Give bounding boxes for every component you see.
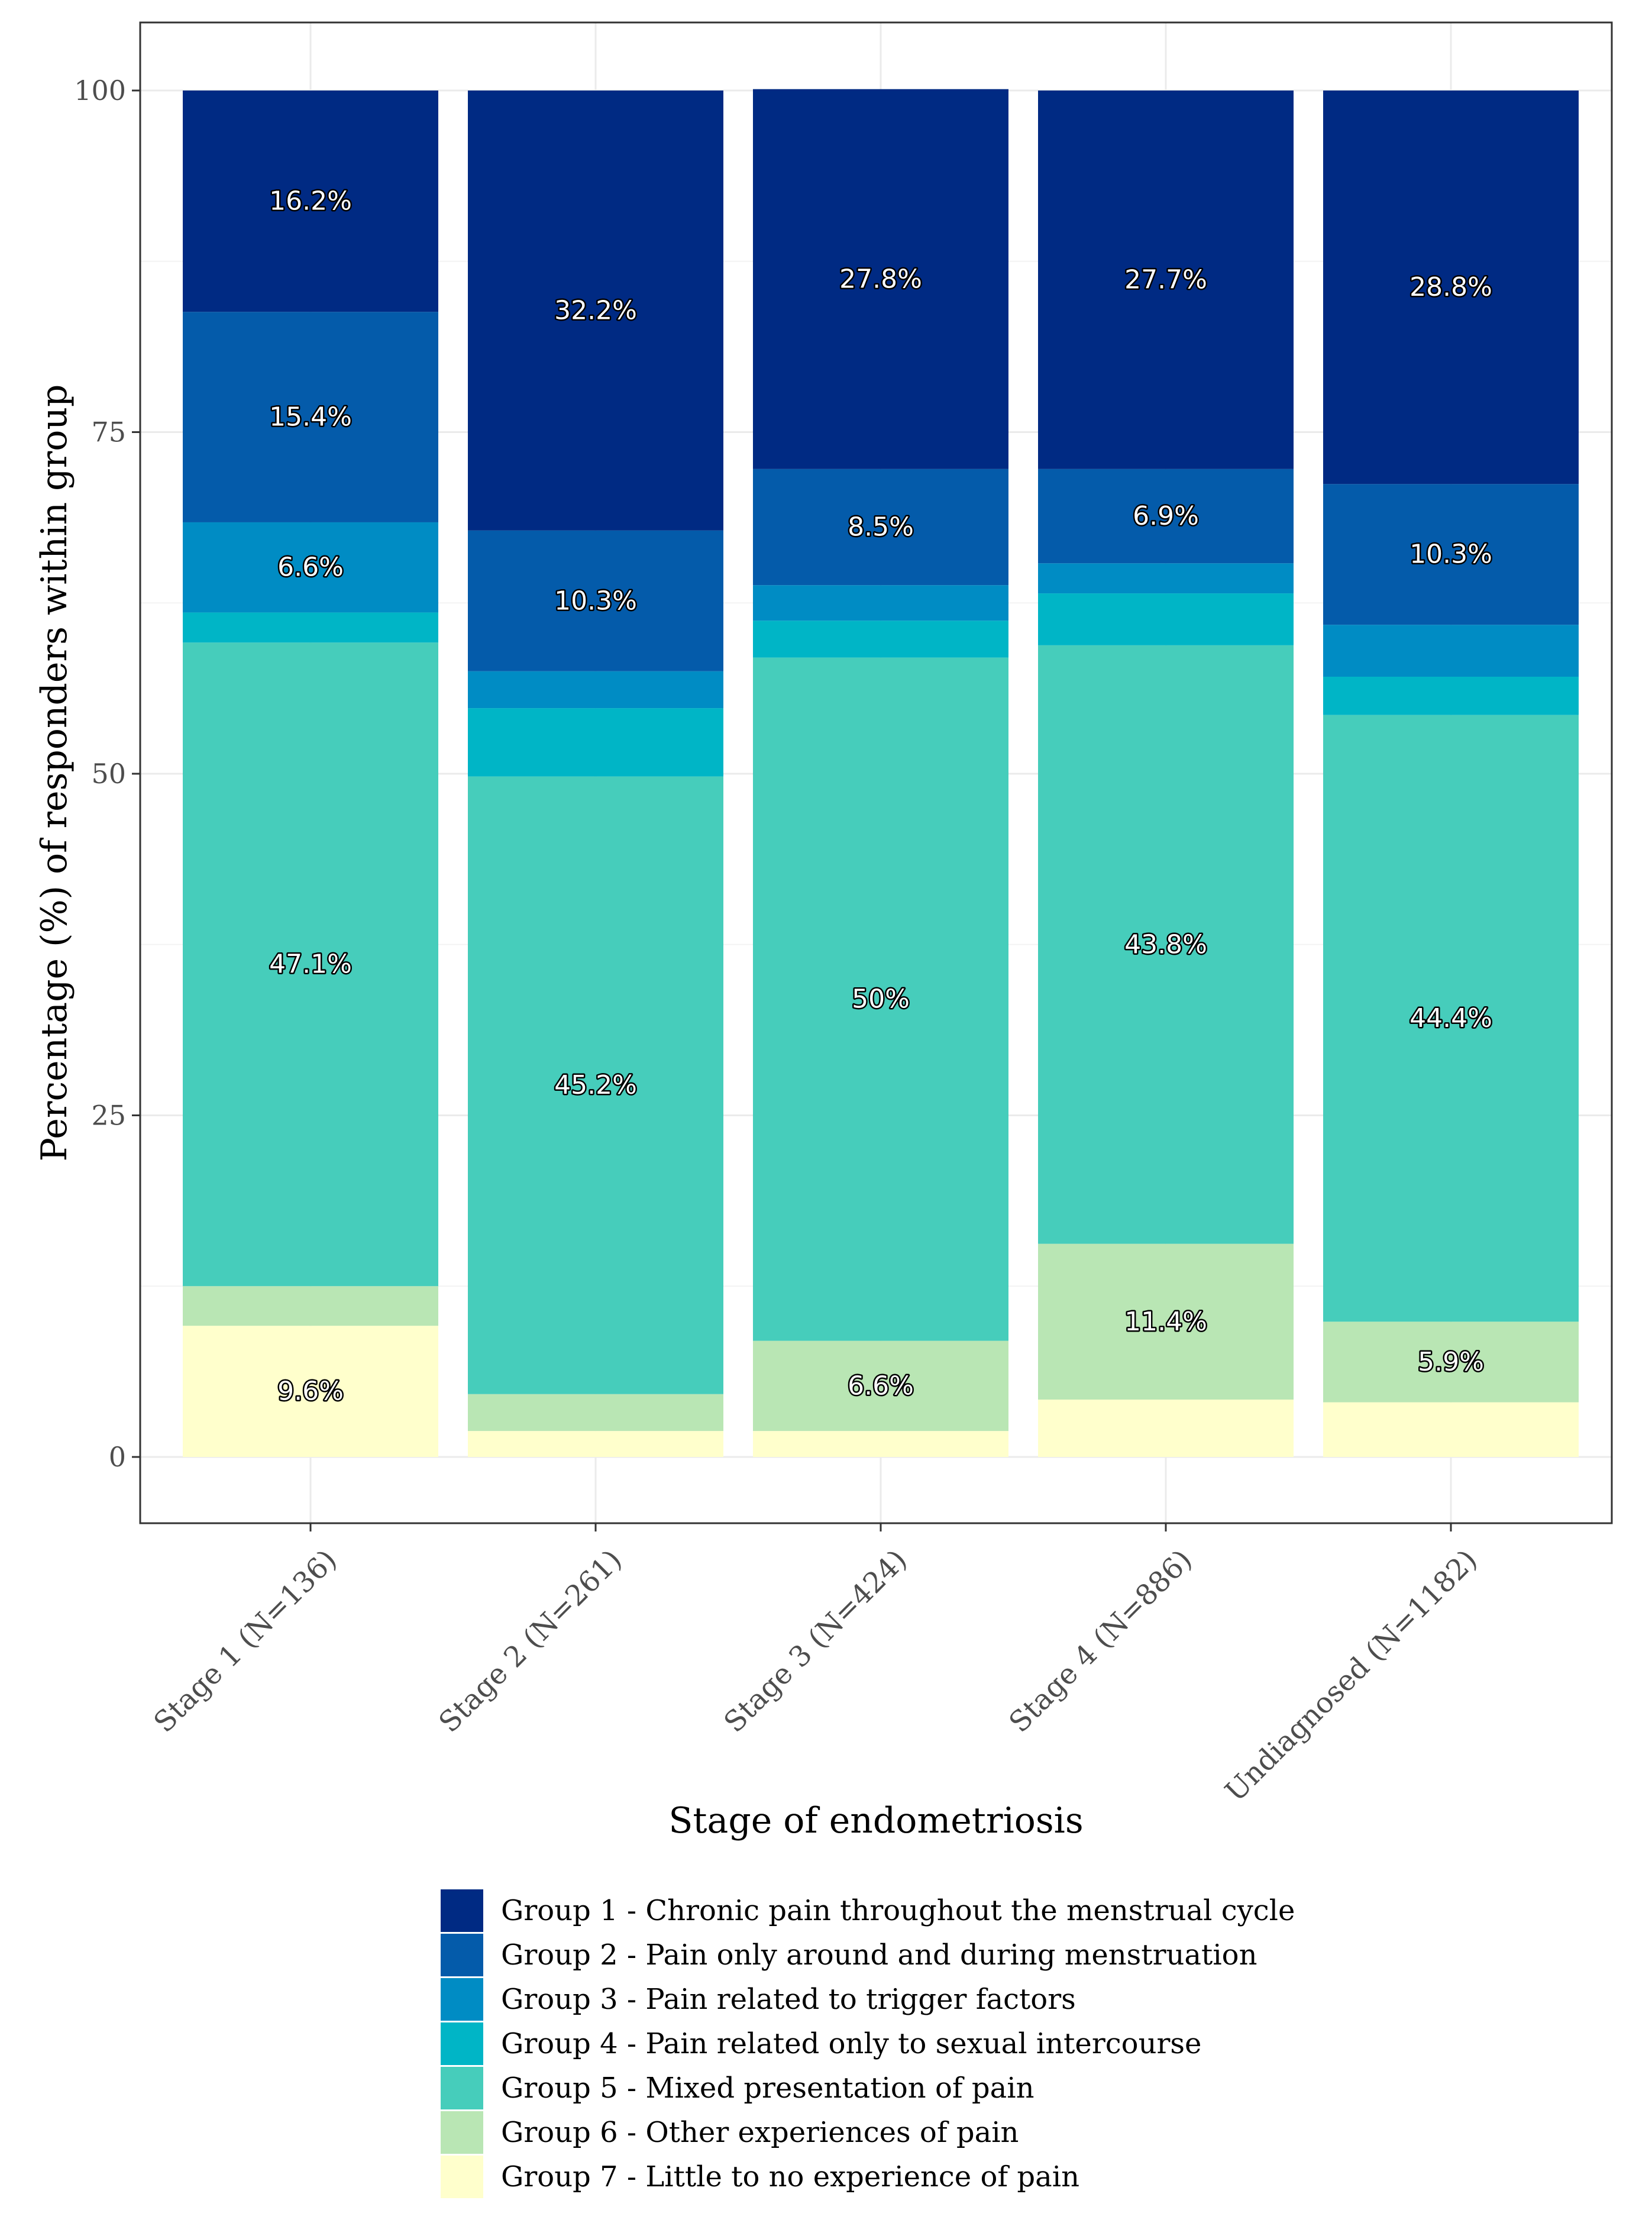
bar-segment xyxy=(1323,676,1579,715)
legend-label: Group 1 - Chronic pain throughout the me… xyxy=(501,1894,1295,1927)
bar-data-label: 6.9% xyxy=(1133,501,1199,531)
bar-segment xyxy=(468,530,723,671)
bar-data-label: 16.2% xyxy=(269,186,352,217)
bar-segment xyxy=(183,522,438,613)
y-axis: 0 25 50 75 100 xyxy=(74,75,140,1473)
bar-segment xyxy=(468,776,723,1394)
bar-data-label: 6.6% xyxy=(848,1371,914,1401)
legend-key xyxy=(441,1978,483,2021)
bar-data-label: 45.2% xyxy=(554,1070,637,1100)
y-axis-title: Percentage (%) of responders within grou… xyxy=(34,384,75,1162)
x-axis: Stage 1 (N=136) Stage 2 (N=261) Stage 3 (N… xyxy=(147,1523,1483,1808)
x-axis-title: Stage of endometriosis xyxy=(668,1800,1083,1841)
bar-segment xyxy=(1323,1321,1579,1403)
bar-segment xyxy=(1038,593,1294,645)
bar-segment xyxy=(183,91,438,312)
bar-segment xyxy=(1038,91,1294,469)
x-tick-label: Stage 2 (N=261) xyxy=(432,1543,628,1739)
legend-label: Group 7 - Little to no experience of pai… xyxy=(501,2160,1079,2193)
x-tick-label: Stage 3 (N=424) xyxy=(717,1543,913,1739)
legend-label: Group 2 - Pain only around and during me… xyxy=(501,1938,1257,1972)
bar-data-label: 50% xyxy=(852,984,910,1014)
bar-data-label: 28.8% xyxy=(1409,272,1492,302)
legend-label: Group 5 - Mixed presentation of pain xyxy=(501,2072,1034,2105)
bar-segment xyxy=(753,621,1008,658)
x-tick-label: Stage 1 (N=136) xyxy=(147,1543,343,1739)
bar-segment xyxy=(468,671,723,709)
bar-segment xyxy=(183,612,438,643)
bar-segment xyxy=(468,708,723,777)
bar-data-label: 27.7% xyxy=(1124,264,1207,295)
bar-segment xyxy=(753,1340,1008,1432)
bar-data-label: 11.4% xyxy=(1124,1307,1207,1337)
bar-segment xyxy=(753,468,1008,586)
legend: Group 1 - Chronic pain throughout the me… xyxy=(441,1889,1295,2198)
legend-label: Group 4 - Pain related only to sexual in… xyxy=(501,2027,1201,2060)
bar-data-label: 44.4% xyxy=(1409,1003,1492,1033)
bar-segment xyxy=(468,91,723,531)
legend-key xyxy=(441,1934,483,1976)
bar-segment xyxy=(183,1286,438,1326)
bar-segment xyxy=(1038,563,1294,594)
bar-segment xyxy=(753,657,1008,1341)
bar-segment xyxy=(1323,715,1579,1322)
y-tick-label: 75 xyxy=(91,416,126,448)
bar-segment xyxy=(183,642,438,1287)
bar-segment xyxy=(183,1326,438,1457)
bar-segment xyxy=(183,312,438,522)
legend-key xyxy=(441,1889,483,1932)
bar-data-label: 43.8% xyxy=(1124,929,1207,959)
bar-segment xyxy=(468,1394,723,1432)
legend-label: Group 6 - Other experiences of pain xyxy=(501,2116,1019,2149)
bar-data-label: 6.6% xyxy=(277,552,344,583)
bar-segment xyxy=(1038,1243,1294,1400)
bar-data-label: 5.9% xyxy=(1418,1347,1484,1377)
legend-key xyxy=(441,2156,483,2198)
bar-segment xyxy=(1323,484,1579,625)
bar-data-label: 10.3% xyxy=(554,586,637,616)
bar-segment xyxy=(753,89,1008,469)
bar-segment xyxy=(1323,625,1579,677)
bar-segment xyxy=(468,1431,723,1457)
bars xyxy=(183,89,1579,1457)
legend-key xyxy=(441,2067,483,2109)
y-tick-label: 50 xyxy=(91,758,126,790)
bar-data-label: 32.2% xyxy=(554,295,637,325)
bar-data-label: 10.3% xyxy=(1409,539,1492,570)
x-tick-label: Undiagnosed (N=1182) xyxy=(1218,1543,1483,1808)
legend-label: Group 3 - Pain related to trigger factor… xyxy=(501,1983,1076,2016)
bar-labels: 9.6% 47.1% 6.6% 15.4% 16.2% 45.2% 10.3% 32.2% 6.… xyxy=(268,185,1494,1408)
bar-segment xyxy=(1038,468,1294,564)
bar-data-label: 8.5% xyxy=(848,512,914,542)
bar-segment xyxy=(1323,91,1579,484)
bar-segment xyxy=(753,585,1008,621)
legend-key xyxy=(441,2111,483,2154)
y-tick-label: 25 xyxy=(91,1100,126,1132)
bar-data-label: 9.6% xyxy=(277,1377,344,1407)
y-tick-label: 0 xyxy=(109,1441,126,1473)
bar-data-label: 27.8% xyxy=(839,264,922,294)
bar-data-label: 15.4% xyxy=(269,402,352,432)
y-tick-label: 100 xyxy=(74,75,126,106)
bar-data-label: 47.1% xyxy=(269,949,352,980)
legend-key xyxy=(441,2022,483,2065)
x-tick-label: Stage 4 (N=886) xyxy=(1003,1543,1198,1739)
bar-segment xyxy=(1323,1402,1579,1457)
bar-segment xyxy=(1038,645,1294,1244)
bar-segment xyxy=(753,1431,1008,1457)
bar-segment xyxy=(1038,1399,1294,1457)
